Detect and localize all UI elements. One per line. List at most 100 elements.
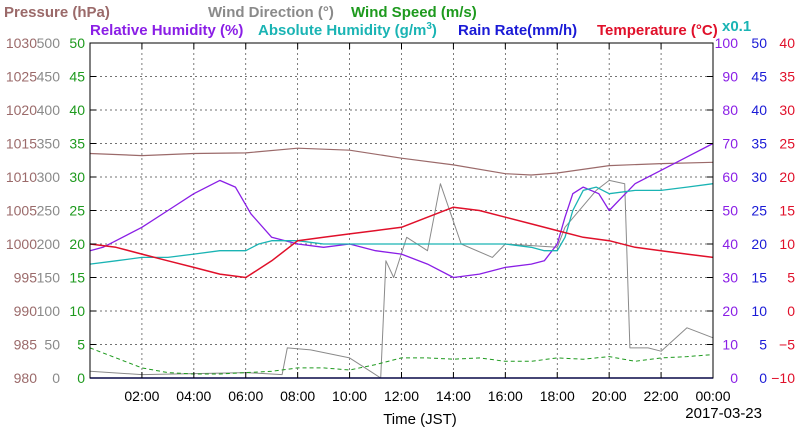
y-tick-label-wind-direction: 350 xyxy=(37,136,61,152)
y-tick-label-rain-rate: 20 xyxy=(751,236,767,252)
y-tick-label-relative-humidity: 20 xyxy=(722,303,738,319)
y-tick-label-wind-direction: 450 xyxy=(37,69,61,85)
legend-item: Rain Rate(mm/h) xyxy=(458,22,577,39)
x-tick-label: 16:00 xyxy=(488,388,523,404)
y-tick-label-wind-direction: 250 xyxy=(37,203,61,219)
x-tick-label: 14:00 xyxy=(436,388,471,404)
y-tick-label-wind-direction: 400 xyxy=(37,102,61,118)
y-tick-label-rain-rate: 5 xyxy=(759,337,767,353)
legend-item: Temperature (°C) xyxy=(597,22,718,39)
y-tick-label-pressure: 1025 xyxy=(6,69,37,85)
y-tick-label-relative-humidity: 30 xyxy=(722,270,738,286)
y-tick-label-wind-direction: 300 xyxy=(37,169,61,185)
series-line-temperature xyxy=(89,206,714,279)
x-tick-label: 08:00 xyxy=(280,388,315,404)
y-tick-label-rain-rate: 25 xyxy=(751,203,767,219)
y-tick-label-wind-speed: 5 xyxy=(77,337,85,353)
y-tick-label-wind-speed: 30 xyxy=(69,169,85,185)
y-tick-label-wind-direction: 100 xyxy=(37,303,61,319)
y-tick-label-wind-speed: 25 xyxy=(69,203,85,219)
x-tick-label: 12:00 xyxy=(384,388,419,404)
y-tick-label-rain-rate: 0 xyxy=(759,370,767,386)
y-tick-label-rain-rate: 10 xyxy=(751,303,767,319)
x-axis-label: Time (JST) xyxy=(383,411,457,428)
y-tick-label-wind-direction: 150 xyxy=(37,270,61,286)
y-tick-label-temperature: 0 xyxy=(787,303,795,319)
y-tick-label-relative-humidity: 0 xyxy=(730,370,738,386)
y-tick-label-rain-rate: 45 xyxy=(751,69,767,85)
x-tick-label: 22:00 xyxy=(644,388,679,404)
y-tick-label-pressure: 1030 xyxy=(6,35,37,51)
y-tick-label-temperature: 35 xyxy=(779,69,795,85)
y-tick-label-pressure: 1000 xyxy=(6,236,37,252)
y-axes: 1030102510201015101010051000995990985980… xyxy=(6,35,795,386)
y-tick-label-wind-direction: 50 xyxy=(44,337,60,353)
y-tick-label-pressure: 1020 xyxy=(6,102,37,118)
y-tick-label-rain-rate: 30 xyxy=(751,169,767,185)
y-tick-label-relative-humidity: 40 xyxy=(722,236,738,252)
x-tick-label: 20:00 xyxy=(592,388,627,404)
y-tick-label-wind-speed: 40 xyxy=(69,102,85,118)
y-tick-label-temperature: 40 xyxy=(779,35,795,51)
y-tick-label-relative-humidity: 10 xyxy=(722,337,738,353)
y-tick-label-wind-speed: 20 xyxy=(69,236,85,252)
series-line-relative-humidity xyxy=(89,142,714,279)
y-tick-label-temperature: 25 xyxy=(779,136,795,152)
y-tick-label-temperature: −5 xyxy=(779,337,795,353)
y-tick-label-relative-humidity: 70 xyxy=(722,136,738,152)
y-tick-label-temperature: 10 xyxy=(779,236,795,252)
legend-item: Wind Direction (°) xyxy=(208,4,334,21)
y-tick-label-relative-humidity: 50 xyxy=(722,203,738,219)
y-tick-label-rain-rate: 15 xyxy=(751,270,767,286)
y-tick-label-wind-speed: 15 xyxy=(69,270,85,286)
y-tick-label-relative-humidity: 90 xyxy=(722,69,738,85)
series-line-absolute-humidity xyxy=(89,183,714,265)
y-tick-label-wind-direction: 500 xyxy=(37,35,61,51)
legend-item: x0.1 xyxy=(722,18,751,35)
y-tick-label-pressure: 1010 xyxy=(6,169,37,185)
y-tick-label-relative-humidity: 80 xyxy=(722,102,738,118)
y-tick-label-pressure: 980 xyxy=(14,370,38,386)
series-line-wind-direction xyxy=(89,179,714,379)
y-tick-label-relative-humidity: 100 xyxy=(715,35,739,51)
y-tick-label-temperature: 5 xyxy=(787,270,795,286)
y-tick-label-temperature: 20 xyxy=(779,169,795,185)
series-line-pressure xyxy=(89,147,714,176)
y-tick-label-temperature: −10 xyxy=(771,370,795,386)
x-tick-label: 02:00 xyxy=(124,388,159,404)
y-tick-label-wind-speed: 0 xyxy=(77,370,85,386)
legend-item: Wind Speed (m/s) xyxy=(351,4,477,21)
y-tick-label-pressure: 990 xyxy=(14,303,38,319)
legend-item: Absolute Humidity (g/m3) xyxy=(258,21,437,39)
y-tick-label-pressure: 985 xyxy=(14,337,38,353)
x-tick-label: 06:00 xyxy=(228,388,263,404)
y-tick-label-wind-direction: 0 xyxy=(52,370,60,386)
x-tick-label: 00:00 xyxy=(695,388,730,404)
legend-item: Relative Humidity (%) xyxy=(90,22,243,39)
y-tick-label-relative-humidity: 60 xyxy=(722,169,738,185)
grid xyxy=(90,43,713,378)
y-tick-label-wind-speed: 50 xyxy=(69,35,85,51)
y-tick-label-temperature: 30 xyxy=(779,102,795,118)
y-tick-label-wind-speed: 35 xyxy=(69,136,85,152)
x-tick-label: 04:00 xyxy=(176,388,211,404)
y-tick-label-rain-rate: 40 xyxy=(751,102,767,118)
x-tick-label: 10:00 xyxy=(332,388,367,404)
y-tick-label-rain-rate: 35 xyxy=(751,136,767,152)
y-tick-label-wind-direction: 200 xyxy=(37,236,61,252)
y-tick-label-pressure: 1015 xyxy=(6,136,37,152)
y-tick-label-temperature: 15 xyxy=(779,203,795,219)
legend-item: Pressure (hPa) xyxy=(4,4,110,21)
y-tick-label-rain-rate: 50 xyxy=(751,35,767,51)
y-tick-label-wind-speed: 10 xyxy=(69,303,85,319)
date-label: 2017-03-23 xyxy=(685,405,762,422)
x-tick-label: 18:00 xyxy=(540,388,575,404)
y-tick-label-wind-speed: 45 xyxy=(69,69,85,85)
legend: Pressure (hPa) Wind Direction (°) Wind Spe… xyxy=(4,4,751,39)
x-axis: 02:00 04:00 06:00 08:00 10:00 12:00 14:00 16:00… xyxy=(124,43,731,404)
y-tick-label-pressure: 1005 xyxy=(6,203,37,219)
y-tick-label-pressure: 995 xyxy=(14,270,38,286)
